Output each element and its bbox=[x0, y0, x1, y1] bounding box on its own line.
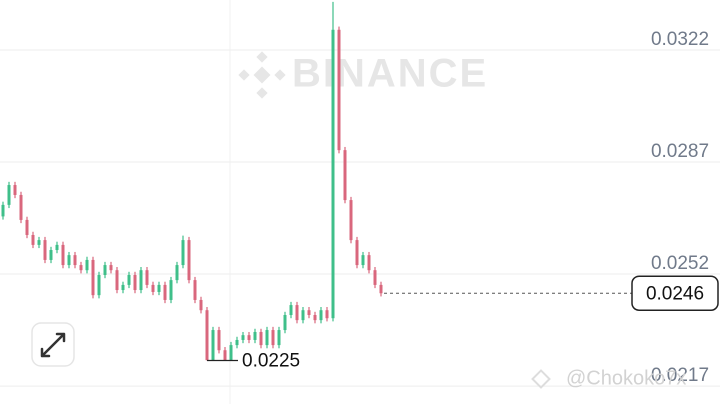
candle-body bbox=[31, 234, 35, 245]
watermark: BINANCE bbox=[238, 51, 488, 99]
candle-body bbox=[229, 345, 233, 361]
candle-body bbox=[19, 194, 23, 220]
candle-body bbox=[91, 259, 95, 296]
candle-body bbox=[331, 29, 335, 319]
y-tick-label: 0.0252 bbox=[651, 253, 709, 274]
candle-body bbox=[175, 265, 179, 281]
candle-body bbox=[157, 284, 161, 292]
candle-body bbox=[241, 335, 245, 340]
candle-body bbox=[61, 244, 65, 266]
candle-body bbox=[361, 255, 365, 266]
candle-body bbox=[199, 299, 203, 311]
candle-body bbox=[211, 330, 215, 361]
candle-body bbox=[43, 240, 47, 260]
candle-body bbox=[307, 310, 311, 316]
candle-body bbox=[139, 270, 143, 291]
candle-body bbox=[235, 339, 239, 346]
candle-body bbox=[193, 280, 197, 300]
candle-body bbox=[379, 284, 383, 294]
candle-body bbox=[325, 310, 329, 319]
candle-body bbox=[259, 331, 263, 346]
candle-body bbox=[55, 244, 59, 251]
candle-body bbox=[319, 310, 323, 321]
y-tick-label: 0.0217 bbox=[651, 365, 709, 386]
candle-body bbox=[181, 240, 185, 266]
candle-body bbox=[25, 219, 29, 235]
candle-body bbox=[163, 284, 167, 300]
candle-body bbox=[355, 240, 359, 266]
grid bbox=[0, 49, 720, 387]
attribution-text: @Chokoko7x bbox=[566, 367, 686, 389]
candle-body bbox=[187, 240, 191, 281]
candle-body bbox=[7, 185, 11, 205]
candle-body bbox=[115, 270, 119, 291]
low-price-label: 0.0225 bbox=[242, 350, 300, 371]
candle-body bbox=[1, 204, 5, 217]
candle-body bbox=[253, 331, 257, 340]
candle-body bbox=[349, 200, 353, 241]
candle-body bbox=[337, 29, 341, 151]
candle-body bbox=[247, 335, 251, 340]
candle-body bbox=[37, 240, 41, 245]
candle-body bbox=[79, 265, 83, 271]
candle-body bbox=[223, 350, 227, 361]
candle-body bbox=[343, 150, 347, 201]
candle-body bbox=[283, 315, 287, 331]
candle-body bbox=[271, 330, 275, 346]
candle-body bbox=[67, 255, 71, 266]
candle-body bbox=[97, 274, 101, 296]
candles bbox=[1, 1, 383, 361]
candle-body bbox=[373, 270, 377, 285]
candle-body bbox=[205, 310, 209, 361]
candle-body bbox=[103, 265, 107, 275]
candle-body bbox=[49, 250, 53, 260]
candle-body bbox=[169, 280, 173, 300]
candle-body bbox=[151, 284, 155, 292]
candle-body bbox=[301, 310, 305, 321]
attribution: @Chokoko7x bbox=[531, 367, 686, 389]
last-price-box bbox=[631, 275, 719, 311]
candle-body bbox=[121, 284, 125, 291]
candle-body bbox=[109, 265, 113, 271]
y-tick-label: 0.0322 bbox=[651, 29, 709, 50]
candle-body bbox=[127, 274, 131, 285]
candle-body bbox=[217, 330, 221, 351]
candle-body bbox=[145, 270, 149, 285]
watermark-logo bbox=[238, 51, 286, 99]
labels: 0.0322 0.0287 0.0252 0.0217 0.0246 0.0225 bbox=[207, 29, 719, 386]
candle-body bbox=[13, 185, 17, 195]
candle-body bbox=[313, 315, 317, 321]
candle-body bbox=[277, 330, 281, 346]
candle-body bbox=[133, 274, 137, 291]
candle-body bbox=[85, 259, 89, 271]
expand-button[interactable] bbox=[31, 322, 75, 367]
y-tick-label: 0.0287 bbox=[651, 141, 709, 162]
candle-body bbox=[73, 255, 77, 266]
candle-body bbox=[367, 255, 371, 271]
candle-body bbox=[265, 330, 269, 346]
candle-body bbox=[295, 305, 299, 321]
watermark-text: BINANCE bbox=[292, 52, 488, 96]
candle-body bbox=[289, 305, 293, 316]
last-price-label: 0.0246 bbox=[646, 283, 704, 304]
